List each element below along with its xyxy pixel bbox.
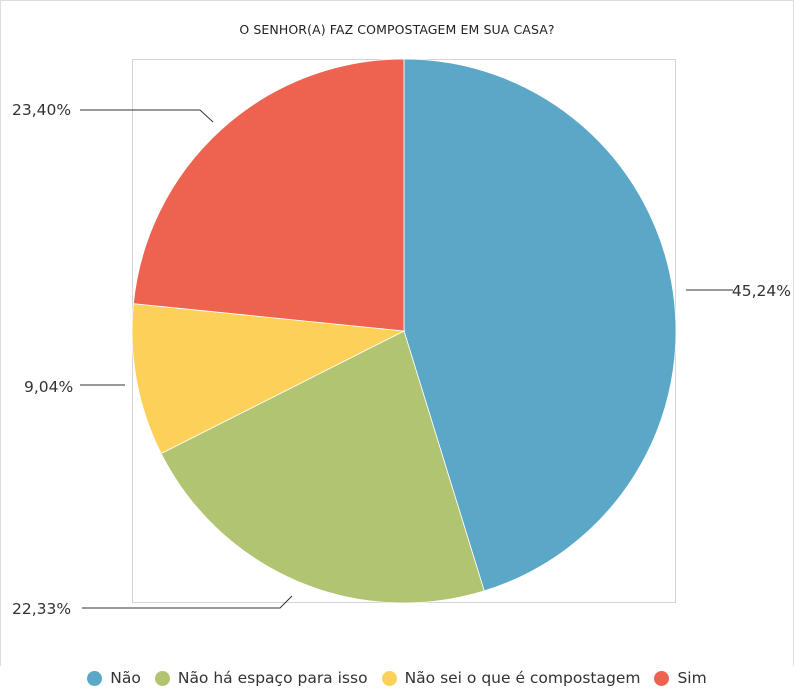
data-label: 23,40% — [12, 101, 71, 119]
legend-item[interactable]: Não sei o que é compostagem — [381, 669, 641, 687]
legend-swatch — [154, 670, 170, 686]
legend-item[interactable]: Não há espaço para isso — [154, 669, 368, 687]
leader-line — [80, 109, 214, 123]
pie-chart: 45,24% 22,33% 9,04% 23,40% — [0, 0, 794, 666]
legend-swatch — [381, 670, 397, 686]
pie-slice-nao-sei-o-que-e-compostagem[interactable] — [131, 303, 406, 455]
data-label: 45,24% — [732, 282, 791, 300]
legend-label: Não — [110, 669, 141, 687]
leader-line — [82, 595, 293, 609]
legend-item[interactable]: Não — [87, 669, 141, 687]
legend-label: Não sei o que é compostagem — [404, 669, 641, 687]
legend-swatch — [654, 670, 670, 686]
chart-legend: Não Não há espaço para isso Não sei o que … — [0, 666, 794, 690]
legend-label: Não há espaço para isso — [177, 669, 368, 687]
pie-slice-nao[interactable] — [403, 58, 677, 592]
data-label: 22,33% — [12, 600, 71, 618]
data-label: 9,04% — [24, 378, 73, 396]
chart-title: O SENHOR(A) FAZ COMPOSTAGEM EM SUA CASA? — [239, 22, 555, 37]
legend-swatch — [87, 670, 103, 686]
pie-slice-nao-ha-espaco-para-isso[interactable] — [160, 330, 485, 604]
pie-slice-sim[interactable] — [132, 58, 405, 332]
legend-item[interactable]: Sim — [654, 669, 707, 687]
legend-label: Sim — [677, 669, 707, 687]
